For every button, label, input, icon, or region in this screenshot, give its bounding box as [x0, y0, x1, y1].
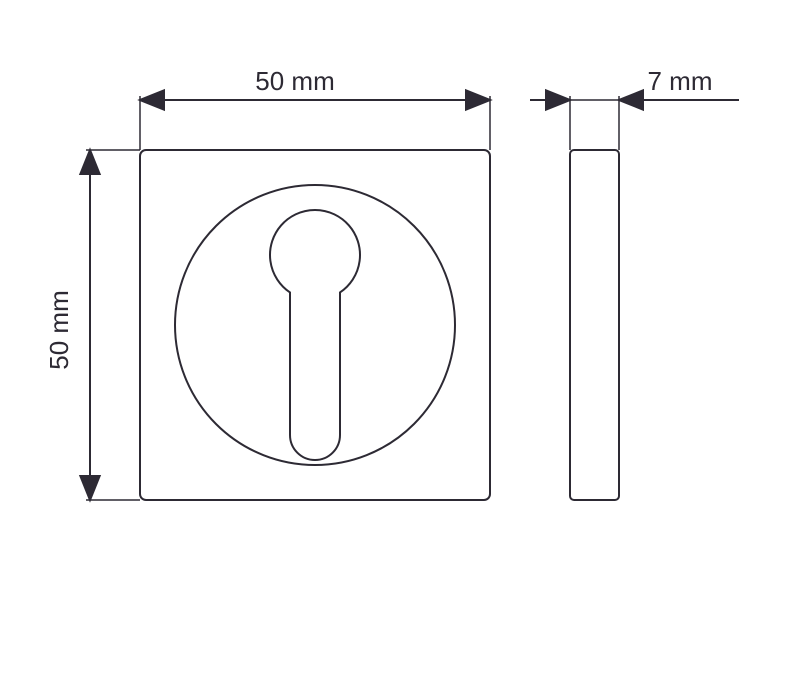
side-view-plate	[570, 150, 619, 500]
dim-label-width: 50 mm	[255, 66, 334, 96]
front-view-circle	[175, 185, 455, 465]
dim-label-height: 50 mm	[44, 290, 74, 369]
front-view-plate	[140, 150, 490, 500]
dim-label-depth: 7 mm	[648, 66, 713, 96]
keyhole-outline	[270, 210, 360, 460]
